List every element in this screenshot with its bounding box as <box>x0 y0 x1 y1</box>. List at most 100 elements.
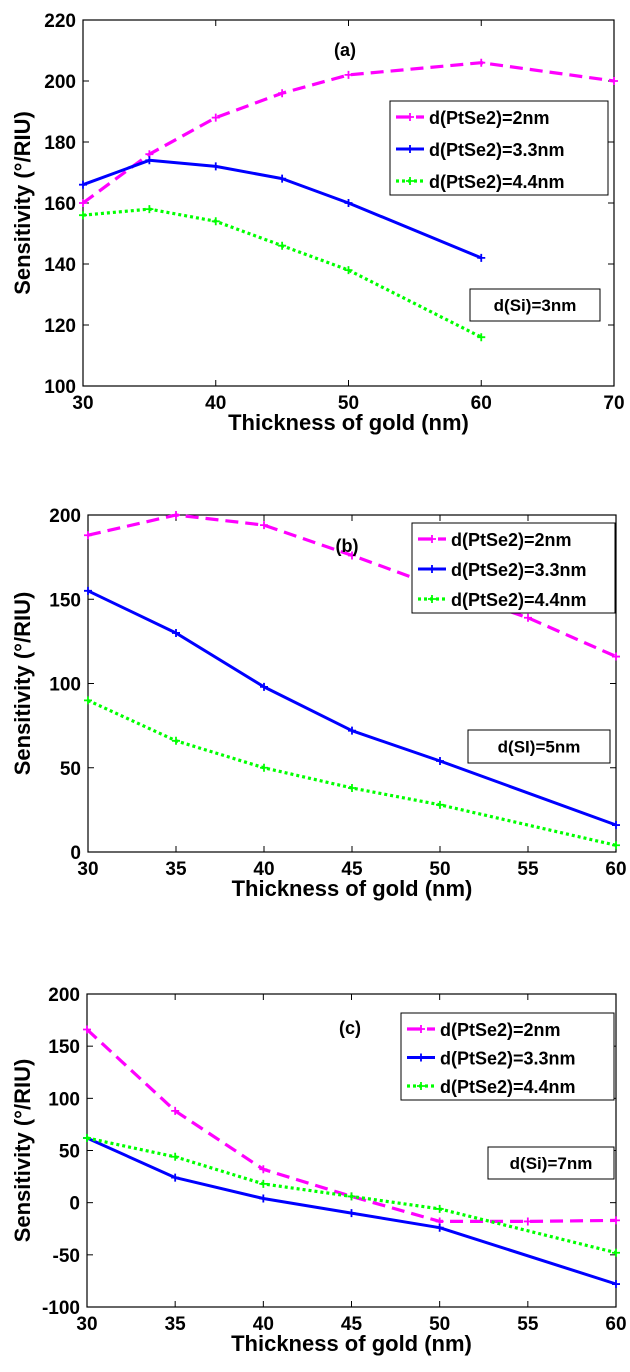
data-point-marker <box>435 1223 444 1232</box>
x-tick-label: 55 <box>517 1314 539 1335</box>
legend-marker <box>428 565 436 573</box>
legend-entry: d(PtSe2)=3.3nm <box>440 1049 576 1069</box>
legend-box <box>400 1012 615 1101</box>
series-line-3 <box>87 698 617 847</box>
x-tick-label: 45 <box>341 859 363 880</box>
data-point-marker <box>145 156 154 165</box>
data-point-marker <box>145 205 154 214</box>
data-point-marker <box>171 1152 180 1161</box>
x-tick-label: 60 <box>471 393 492 414</box>
data-point-marker <box>612 821 620 830</box>
data-point-marker <box>278 174 287 183</box>
legend-marker <box>428 535 436 543</box>
x-tick-label: 30 <box>72 393 93 414</box>
y-tick-label: 100 <box>49 675 81 696</box>
data-point-marker <box>211 113 220 122</box>
data-point-marker <box>259 1179 268 1188</box>
x-axis-label: Thickness of gold (nm) <box>231 1331 472 1356</box>
legend-entry: d(PtSe2)=2nm <box>429 108 550 128</box>
x-tick-label: 40 <box>253 859 274 880</box>
y-tick-label: 0 <box>69 1194 80 1215</box>
data-point-marker <box>211 162 220 171</box>
x-tick-label: 60 <box>605 859 626 880</box>
x-axis-label: Thickness of gold (nm) <box>228 410 469 435</box>
y-tick-label: 100 <box>44 377 76 398</box>
legend-entry: d(PtSe2)=2nm <box>451 530 572 550</box>
annotation-box <box>487 1146 615 1180</box>
series-line-2 <box>82 158 482 260</box>
y-axis-label: Sensitivity (°/RIU) <box>10 592 35 776</box>
annotation-box <box>469 288 601 322</box>
data-point-marker <box>84 531 92 540</box>
legend-marker <box>417 1025 425 1033</box>
x-tick-label: 50 <box>338 393 359 414</box>
data-point-marker <box>524 613 532 622</box>
x-tick-label: 30 <box>77 859 98 880</box>
x-tick-label: 30 <box>76 1314 97 1335</box>
data-point-marker <box>612 1280 620 1289</box>
data-point-marker <box>172 628 180 637</box>
chart-panel-3: 30 35 40 45 50 55 60 -100 -50 0 50 100 150 200 Thickne… <box>10 985 627 1356</box>
data-point-marker <box>612 1248 620 1257</box>
data-point-marker <box>211 217 220 226</box>
x-tick-label: 55 <box>517 859 539 880</box>
data-point-marker <box>347 1192 356 1201</box>
data-point-marker <box>436 757 444 766</box>
data-point-marker <box>278 89 287 98</box>
x-tick-label: 40 <box>205 393 226 414</box>
data-point-marker <box>344 199 353 207</box>
legend-box <box>389 100 609 196</box>
series-line-2 <box>86 1136 617 1286</box>
data-point-marker <box>347 1209 356 1218</box>
y-tick-label: 200 <box>49 506 81 527</box>
y-tick-label: 180 <box>44 133 76 154</box>
data-point-marker <box>348 726 356 735</box>
data-point-marker <box>79 211 87 220</box>
y-axis-label: Sensitivity (°/RIU) <box>10 1059 35 1243</box>
y-tick-label: 120 <box>44 316 76 337</box>
y-tick-label: 200 <box>44 72 76 93</box>
legend-marker <box>417 1053 425 1062</box>
data-point-marker <box>348 551 356 560</box>
panel-label: (b) <box>336 536 359 556</box>
chart-panel-2: 30 35 40 45 50 55 60 0 50 100 150 200 Thickness of g… <box>10 506 627 901</box>
panel-label: (c) <box>339 1018 361 1038</box>
data-point-marker <box>436 800 444 809</box>
data-point-marker <box>344 70 353 79</box>
data-point-marker <box>348 783 356 792</box>
y-tick-label: 50 <box>59 1142 80 1163</box>
data-point-marker <box>477 253 486 262</box>
legend-entry: d(PtSe2)=3.3nm <box>429 140 565 160</box>
data-point-marker <box>172 736 180 745</box>
data-point-marker <box>477 58 486 67</box>
annotation-box <box>467 729 611 764</box>
y-tick-label: 0 <box>70 843 81 864</box>
x-axis-label: Thickness of gold (nm) <box>232 876 473 901</box>
y-tick-label: 200 <box>48 985 80 1006</box>
series-line-3 <box>82 207 483 339</box>
legend-marker <box>406 145 414 153</box>
data-point-marker <box>612 841 620 850</box>
y-axis-label: Sensitivity (°/RIU) <box>10 111 35 295</box>
chart-panel-1: 30 40 50 60 70 100 120 140 160 180 200 220 Thickness… <box>10 11 625 435</box>
data-point-marker <box>260 521 268 530</box>
legend-marker <box>406 113 414 121</box>
x-tick-label: 35 <box>165 859 187 880</box>
series-line-2 <box>87 589 617 827</box>
data-point-marker <box>79 180 87 189</box>
annotation-text: d(Si)=3nm <box>494 296 577 315</box>
data-point-marker <box>435 1204 444 1213</box>
y-tick-label: 100 <box>48 1089 80 1110</box>
data-point-marker <box>278 241 287 250</box>
data-point-marker <box>260 763 268 772</box>
data-point-marker <box>477 333 486 342</box>
data-point-marker <box>612 1216 620 1225</box>
series-line-3 <box>86 1136 617 1255</box>
data-point-marker <box>260 682 268 691</box>
data-point-marker <box>171 1173 180 1182</box>
panel-label: (a) <box>334 40 356 60</box>
y-tick-label: 160 <box>44 194 76 215</box>
legend-entry: d(PtSe2)=4.4nm <box>440 1077 576 1097</box>
x-tick-label: 60 <box>605 1314 626 1335</box>
